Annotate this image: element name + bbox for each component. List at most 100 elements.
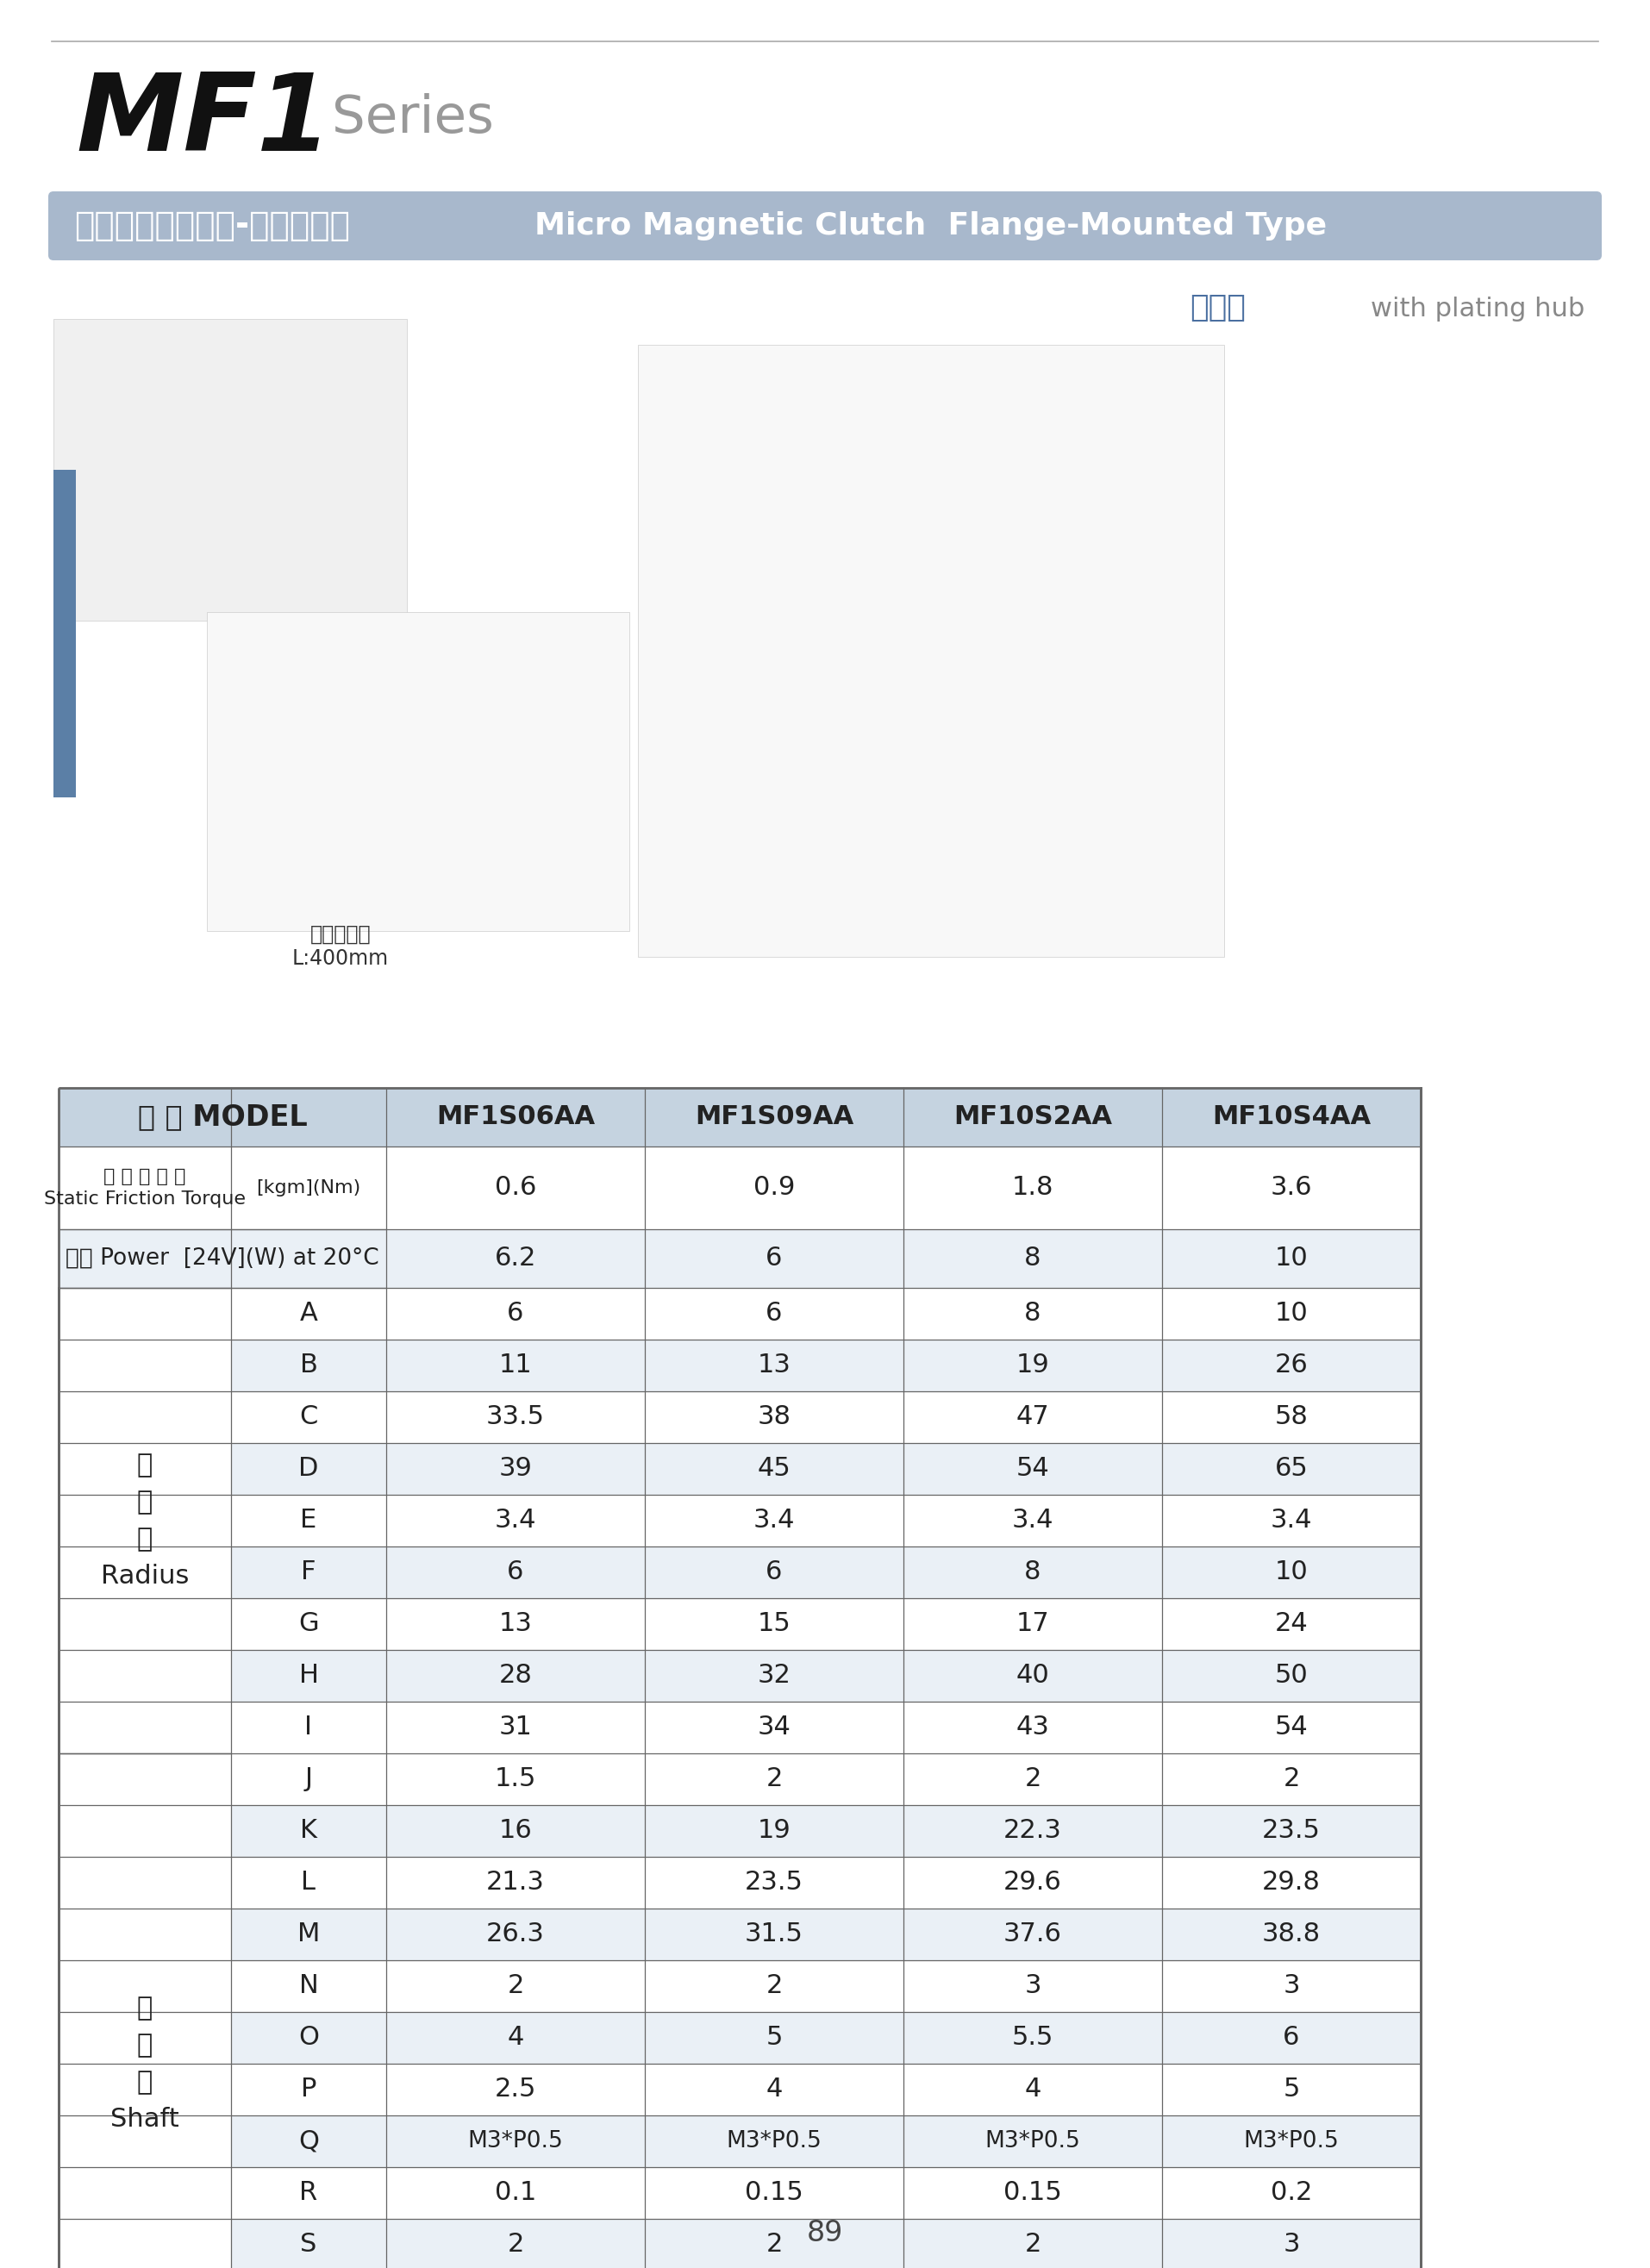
Text: M3*P0.5: M3*P0.5 [985, 2130, 1081, 2152]
Text: L: L [302, 1871, 315, 1896]
Text: 32: 32 [757, 1662, 790, 1687]
Text: 28: 28 [498, 1662, 533, 1687]
Text: 31.5: 31.5 [744, 1921, 804, 1946]
Text: 40: 40 [1016, 1662, 1049, 1687]
Text: 6.2: 6.2 [495, 1245, 536, 1270]
Text: 3.4: 3.4 [1011, 1508, 1054, 1533]
Text: 15: 15 [757, 1613, 790, 1637]
Text: P: P [300, 2077, 317, 2102]
Text: 2: 2 [507, 1973, 523, 1998]
Text: 24: 24 [1275, 1613, 1308, 1637]
Text: K: K [300, 1819, 317, 1844]
Text: 3.4: 3.4 [495, 1508, 536, 1533]
Text: 0.15: 0.15 [744, 2180, 804, 2204]
Text: 37.6: 37.6 [1003, 1921, 1063, 1946]
Text: 38.8: 38.8 [1262, 1921, 1320, 1946]
Text: 2: 2 [766, 1767, 782, 1792]
Text: 34: 34 [757, 1715, 790, 1740]
FancyBboxPatch shape [48, 191, 1602, 261]
Text: R: R [299, 2180, 318, 2204]
Text: 微小型電磁離合器-法蘭固定型: 微小型電磁離合器-法蘭固定型 [74, 209, 350, 243]
Bar [59, 1229, 1421, 1288]
Text: 17: 17 [1016, 1613, 1049, 1637]
Text: 5: 5 [766, 2025, 782, 2050]
Text: 31: 31 [498, 1715, 533, 1740]
Text: 8: 8 [1025, 1245, 1041, 1270]
Bar [59, 1910, 1421, 1960]
Text: D: D [299, 1456, 318, 1481]
Bar [59, 1390, 1421, 1442]
Text: 2: 2 [1284, 1767, 1300, 1792]
Text: 22.3: 22.3 [1003, 1819, 1063, 1844]
Text: 8: 8 [1025, 1560, 1041, 1585]
Text: 54: 54 [1275, 1715, 1308, 1740]
Text: 徑
方
向
Radius: 徑 方 向 Radius [101, 1454, 190, 1588]
Text: 47: 47 [1016, 1404, 1049, 1429]
Text: 43: 43 [1016, 1715, 1049, 1740]
Text: 19: 19 [1016, 1354, 1049, 1379]
Text: 4: 4 [507, 2025, 523, 2050]
Text: 6: 6 [766, 1560, 782, 1585]
Text: 3: 3 [1284, 1973, 1300, 1998]
Bar [53, 469, 76, 798]
Bar [59, 1547, 1421, 1599]
Text: 2: 2 [507, 2232, 523, 2257]
Bar [59, 2168, 1421, 2218]
Text: 6: 6 [766, 1302, 782, 1327]
Text: 39: 39 [498, 1456, 533, 1481]
Text: 29.6: 29.6 [1003, 1871, 1063, 1896]
Text: 2: 2 [1025, 1767, 1041, 1792]
Text: L:400mm: L:400mm [292, 948, 389, 968]
Text: 3: 3 [1025, 1973, 1041, 1998]
Bar [59, 1288, 1421, 1340]
Text: O: O [299, 2025, 318, 2050]
Text: 6: 6 [1284, 2025, 1300, 2050]
Text: MF10S4AA: MF10S4AA [1213, 1105, 1371, 1129]
Text: E: E [300, 1508, 317, 1533]
Bar [59, 1148, 1421, 1229]
Bar [59, 1599, 1421, 1649]
Bar [206, 612, 629, 930]
Text: [kgm](Nm): [kgm](Nm) [256, 1179, 361, 1198]
Text: 54: 54 [1016, 1456, 1049, 1481]
Text: M3*P0.5: M3*P0.5 [1244, 2130, 1340, 2152]
Bar [53, 320, 408, 621]
Text: 3: 3 [1284, 2232, 1300, 2257]
Bar [59, 1340, 1421, 1390]
Bar [59, 1495, 1421, 1547]
Text: MF1S09AA: MF1S09AA [695, 1105, 853, 1129]
Text: 10: 10 [1275, 1560, 1308, 1585]
Text: 13: 13 [498, 1613, 533, 1637]
Text: 19: 19 [757, 1819, 790, 1844]
Text: 13: 13 [757, 1354, 790, 1379]
Bar [59, 1960, 1421, 2012]
Text: B: B [300, 1354, 317, 1379]
Text: 23.5: 23.5 [1262, 1819, 1320, 1844]
Text: with plating hub: with plating hub [1371, 297, 1584, 322]
Text: 21.3: 21.3 [487, 1871, 545, 1896]
Text: 附導座: 附導座 [1190, 293, 1246, 322]
Bar [59, 1089, 1421, 2268]
Text: 4: 4 [1025, 2077, 1041, 2102]
Text: 5: 5 [1284, 2077, 1300, 2102]
Text: 45: 45 [757, 1456, 790, 1481]
Text: 5.5: 5.5 [1011, 2025, 1054, 2050]
Text: 3.6: 3.6 [1270, 1175, 1312, 1200]
Text: 6: 6 [507, 1302, 523, 1327]
Text: 10: 10 [1275, 1302, 1308, 1327]
Text: 50: 50 [1275, 1662, 1308, 1687]
Text: M: M [297, 1921, 320, 1946]
Bar [59, 2218, 1421, 2268]
Text: M3*P0.5: M3*P0.5 [726, 2130, 822, 2152]
Text: 2: 2 [766, 1973, 782, 1998]
Text: 0.1: 0.1 [495, 2180, 536, 2204]
Text: 0.15: 0.15 [1003, 2180, 1063, 2204]
Bar [59, 1753, 1421, 1805]
Text: MF10S2AA: MF10S2AA [954, 1105, 1112, 1129]
Text: C: C [299, 1404, 318, 1429]
Text: 11: 11 [498, 1354, 533, 1379]
Text: 10: 10 [1275, 1245, 1308, 1270]
Text: MF1S06AA: MF1S06AA [436, 1105, 596, 1129]
Bar [59, 2064, 1421, 2116]
Text: 0.9: 0.9 [754, 1175, 795, 1200]
